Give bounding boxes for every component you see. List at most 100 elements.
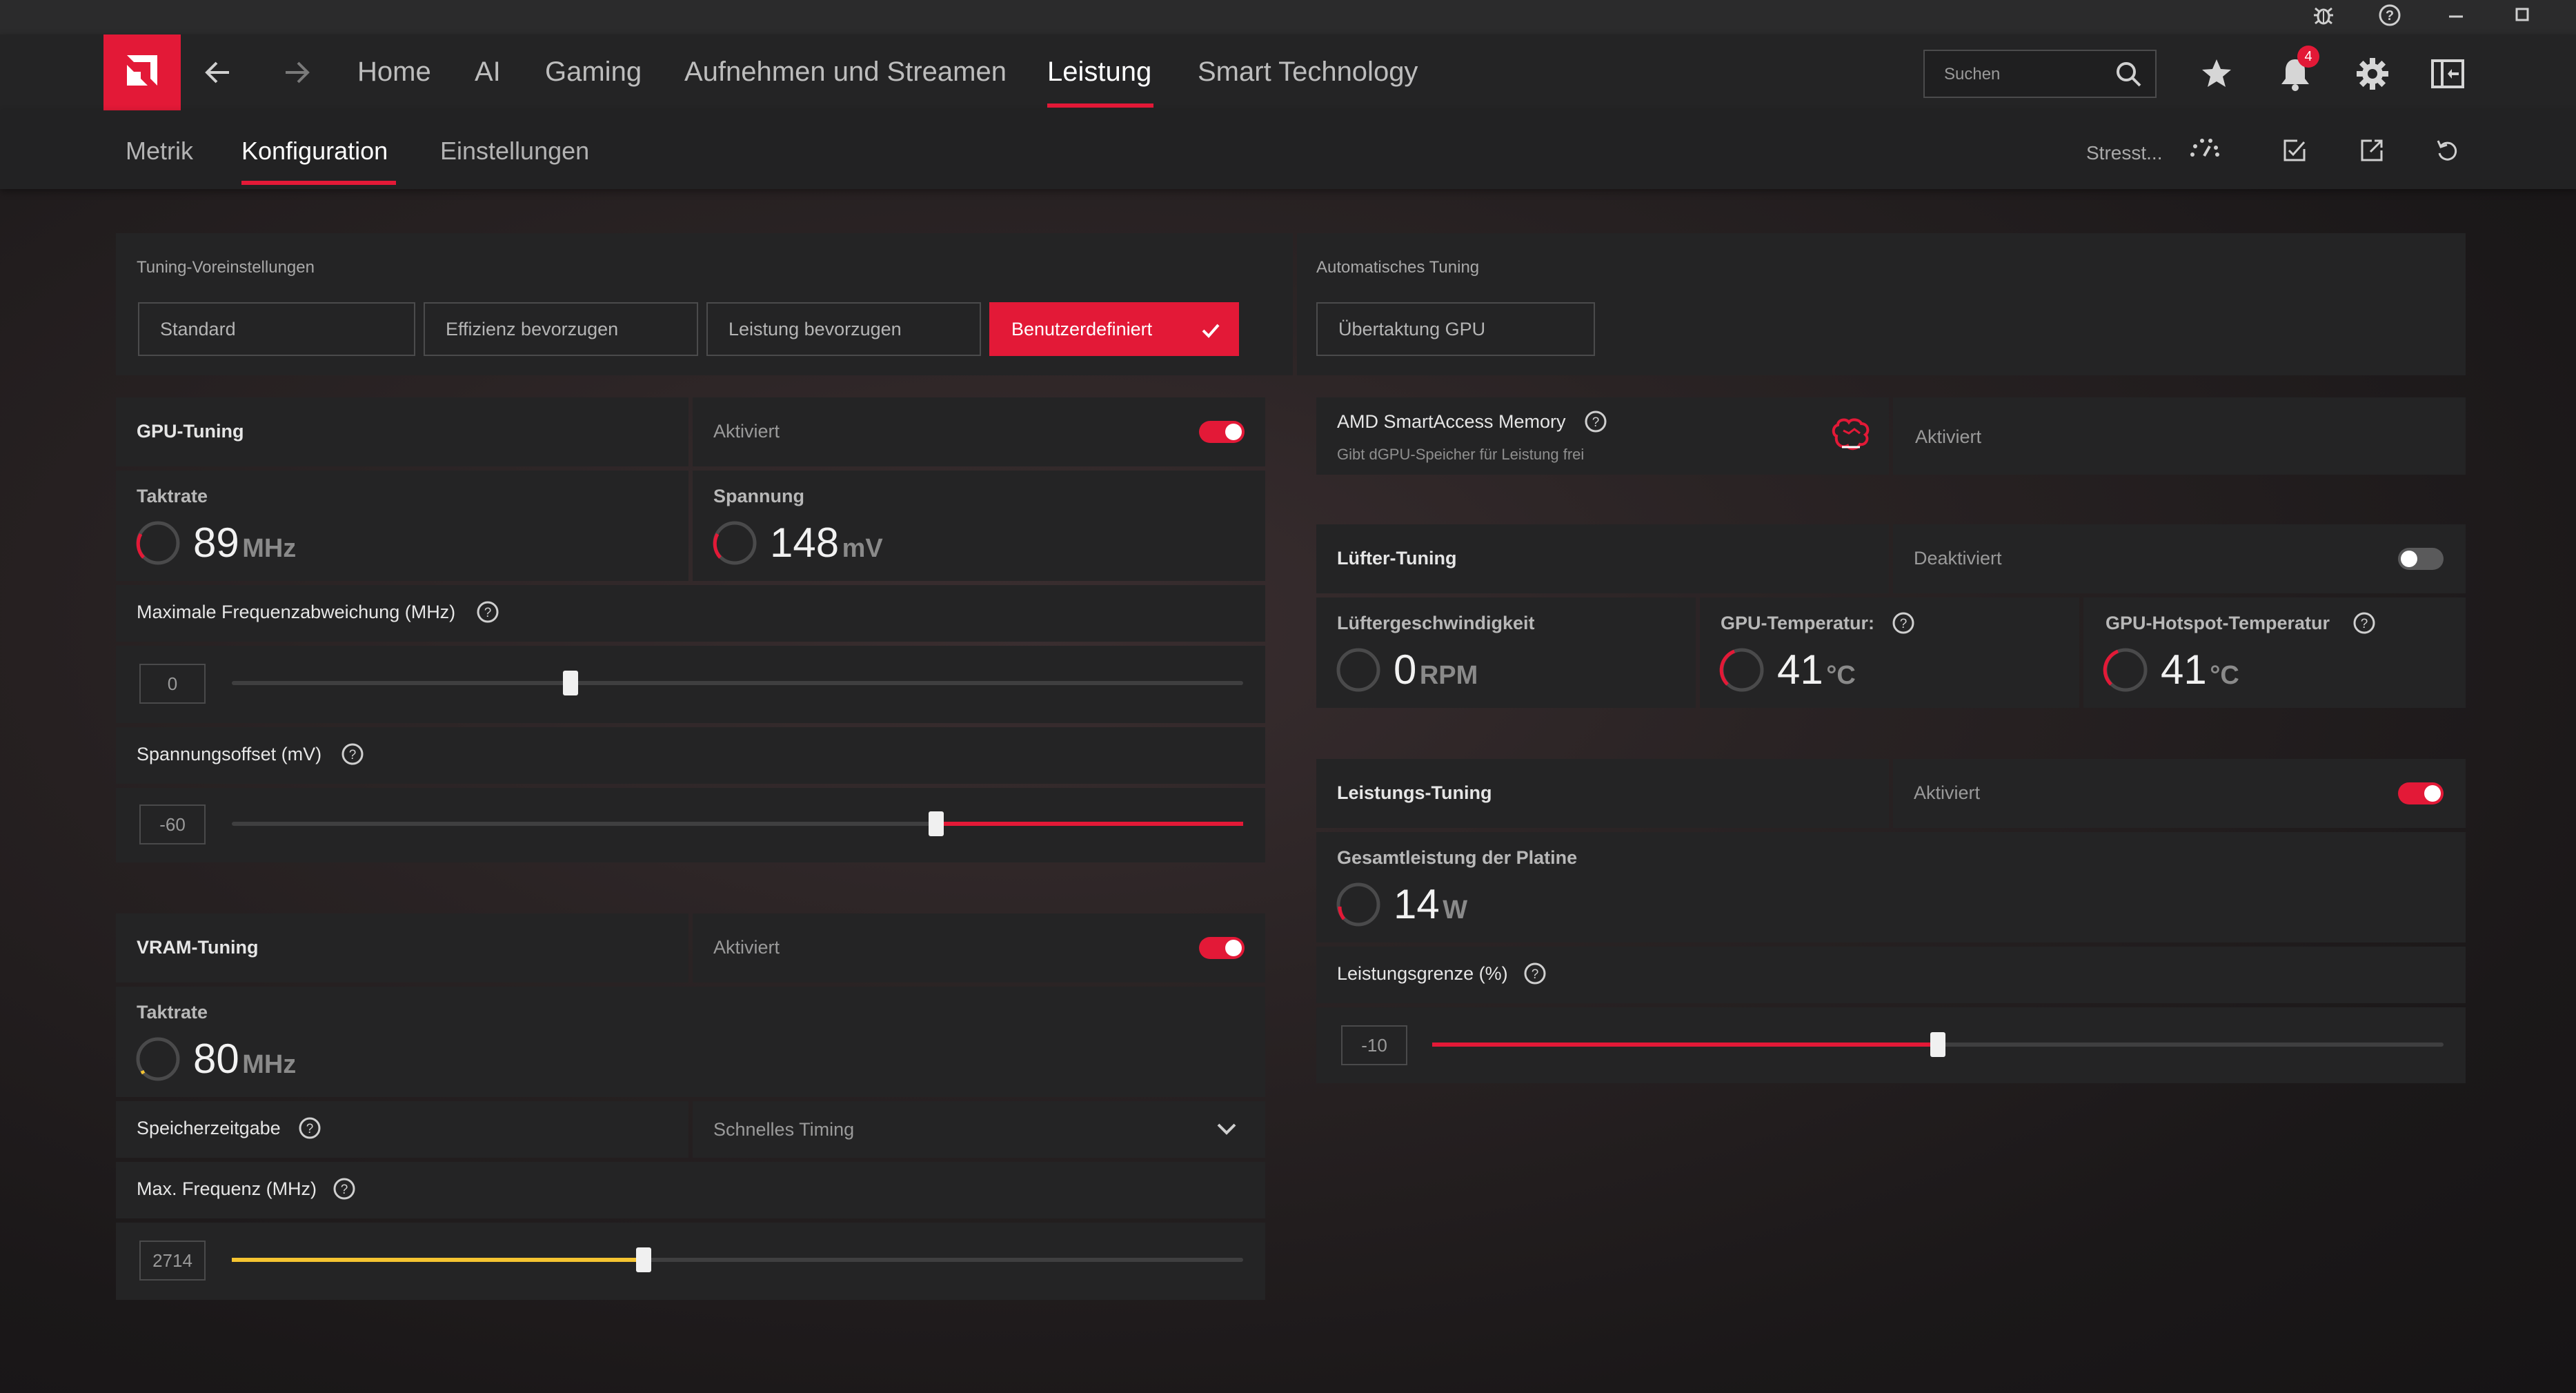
stress-test-gauge-icon[interactable] [2187, 135, 2221, 163]
power-tuning-title: Leistungs-Tuning [1337, 782, 1492, 803]
fan-tuning-toggle[interactable] [2398, 548, 2444, 570]
voltage-offset-slider[interactable] [232, 822, 1243, 826]
reset-icon[interactable] [2434, 137, 2461, 164]
favorites-star-icon[interactable] [2199, 57, 2234, 91]
nav-ai[interactable]: AI [475, 57, 501, 87]
tab-settings[interactable]: Einstellungen [440, 137, 590, 165]
search-box[interactable]: Suchen [1923, 50, 2157, 98]
overclock-gpu-button[interactable]: Übertaktung GPU [1316, 302, 1595, 356]
stress-test-label[interactable]: Stresst... [2086, 142, 2163, 164]
svg-text:?: ? [306, 1122, 314, 1136]
gpu-temp-help-icon[interactable]: ? [1892, 611, 1915, 635]
svg-text:?: ? [1532, 967, 1539, 982]
maximize-icon[interactable] [2508, 1, 2536, 29]
auto-tuning-panel [1297, 233, 2466, 375]
svg-text:?: ? [2361, 617, 2368, 631]
search-icon[interactable] [2114, 59, 2144, 90]
nav-home[interactable]: Home [357, 57, 431, 87]
gpu-voltage-value: 148 mV [770, 520, 883, 566]
power-tuning-toggle[interactable] [2398, 782, 2444, 804]
max-freq-offset-input[interactable]: 0 [139, 664, 206, 704]
hotspot-temp-help-icon[interactable]: ? [2352, 611, 2376, 635]
voltage-offset-help-icon[interactable]: ? [341, 742, 364, 766]
smart-access-memory-cell [1316, 397, 1889, 475]
power-limit-input[interactable]: -10 [1341, 1025, 1407, 1065]
voltage-offset-slider-fill [937, 822, 1243, 826]
apply-changes-icon[interactable] [2281, 137, 2308, 164]
fan-tuning-status-cell [1893, 524, 2466, 593]
title-bar [0, 0, 2576, 34]
gpu-temp-gauge-icon [1718, 646, 1766, 694]
power-limit-label: Leistungsgrenze (%) [1337, 963, 1508, 984]
vram-tuning-status: Aktiviert [713, 937, 780, 958]
max-freq-offset-help-icon[interactable]: ? [476, 600, 499, 624]
vram-max-freq-header [116, 1162, 1265, 1218]
gpu-tuning-toggle[interactable] [1199, 421, 1245, 443]
gpu-voltage-gauge-icon [711, 519, 759, 567]
power-limit-thumb[interactable] [1930, 1032, 1945, 1057]
svg-text:?: ? [341, 1183, 348, 1197]
gpu-clock-label: Taktrate [137, 486, 208, 506]
max-freq-offset-slider[interactable] [232, 681, 1243, 685]
fan-speed-gauge-icon [1334, 646, 1383, 694]
fan-speed-cell [1316, 597, 1696, 708]
amd-logo[interactable] [103, 34, 181, 110]
chevron-down-icon[interactable] [1216, 1120, 1238, 1137]
vram-max-freq-slider-fill [232, 1258, 644, 1262]
vram-max-freq-slider[interactable] [232, 1258, 1243, 1262]
preset-standard-button[interactable]: Standard [138, 302, 415, 356]
power-limit-help-icon[interactable]: ? [1523, 962, 1547, 985]
vram-tuning-toggle[interactable] [1199, 937, 1245, 959]
minimize-icon[interactable] [2442, 1, 2470, 29]
nav-recording-streaming[interactable]: Aufnehmen und Streamen [684, 57, 1007, 87]
notification-badge: 4 [2297, 46, 2319, 68]
nav-performance[interactable]: Leistung [1047, 57, 1152, 87]
voltage-offset-thumb[interactable] [929, 811, 944, 836]
memory-timing-help-icon[interactable]: ? [298, 1116, 321, 1140]
fan-tuning-title: Lüfter-Tuning [1337, 548, 1457, 569]
tuning-presets-title: Tuning-Voreinstellungen [137, 258, 315, 277]
preset-custom-button[interactable]: Benutzerdefiniert [989, 302, 1239, 356]
hotspot-temp-gauge-icon [2101, 646, 2150, 694]
power-tuning-status-cell [1893, 759, 2466, 828]
tab-configuration-underline [241, 181, 396, 185]
tab-configuration[interactable]: Konfiguration [241, 137, 388, 165]
vram-clock-gauge-icon [134, 1035, 182, 1083]
gpu-tuning-status: Aktiviert [713, 421, 780, 442]
checkmark-icon [1202, 324, 1220, 338]
vram-tuning-title: VRAM-Tuning [137, 937, 259, 958]
preset-performance-button[interactable]: Leistung bevorzugen [706, 302, 981, 356]
gpu-voltage-cell [693, 471, 1265, 581]
tab-metrics[interactable]: Metrik [126, 137, 193, 165]
max-freq-offset-thumb[interactable] [563, 671, 578, 695]
nav-smart-technology[interactable]: Smart Technology [1198, 57, 1418, 87]
export-icon[interactable] [2358, 137, 2386, 164]
voltage-offset-header [116, 727, 1265, 784]
memory-timing-label-cell [116, 1101, 688, 1158]
forward-arrow-icon[interactable] [280, 59, 313, 86]
gpu-clock-value: 89 MHz [193, 520, 297, 566]
vram-max-freq-help-icon[interactable]: ? [333, 1177, 356, 1201]
svg-text:?: ? [349, 748, 357, 762]
settings-gear-icon[interactable] [2354, 55, 2391, 92]
hotspot-temp-value: 41 °C [2161, 646, 2239, 693]
bug-report-icon[interactable] [2310, 1, 2337, 29]
vram-max-freq-thumb[interactable] [636, 1247, 651, 1272]
help-icon[interactable]: ? [2376, 1, 2404, 29]
back-arrow-icon[interactable] [201, 59, 235, 86]
vram-max-freq-input[interactable]: 2714 [139, 1241, 206, 1281]
memory-timing-value: Schnelles Timing [713, 1119, 855, 1140]
voltage-offset-input[interactable]: -60 [139, 804, 206, 844]
smart-access-memory-help-icon[interactable]: ? [1584, 410, 1607, 433]
sidebar-toggle-icon[interactable] [2430, 58, 2466, 90]
preset-efficiency-button[interactable]: Effizienz bevorzugen [424, 302, 698, 356]
svg-text:?: ? [1900, 617, 1908, 631]
vram-max-freq-label: Max. Frequenz (MHz) [137, 1178, 317, 1199]
vram-clock-cell [116, 987, 1265, 1097]
memory-timing-dropdown[interactable] [693, 1101, 1265, 1158]
board-power-label: Gesamtleistung der Platine [1337, 847, 1578, 868]
nav-gaming[interactable]: Gaming [545, 57, 642, 87]
board-power-value: 14 W [1394, 881, 1468, 927]
search-input[interactable]: Suchen [1944, 65, 2001, 83]
smart-access-memory-subtitle: Gibt dGPU-Speicher für Leistung frei [1337, 446, 1585, 463]
